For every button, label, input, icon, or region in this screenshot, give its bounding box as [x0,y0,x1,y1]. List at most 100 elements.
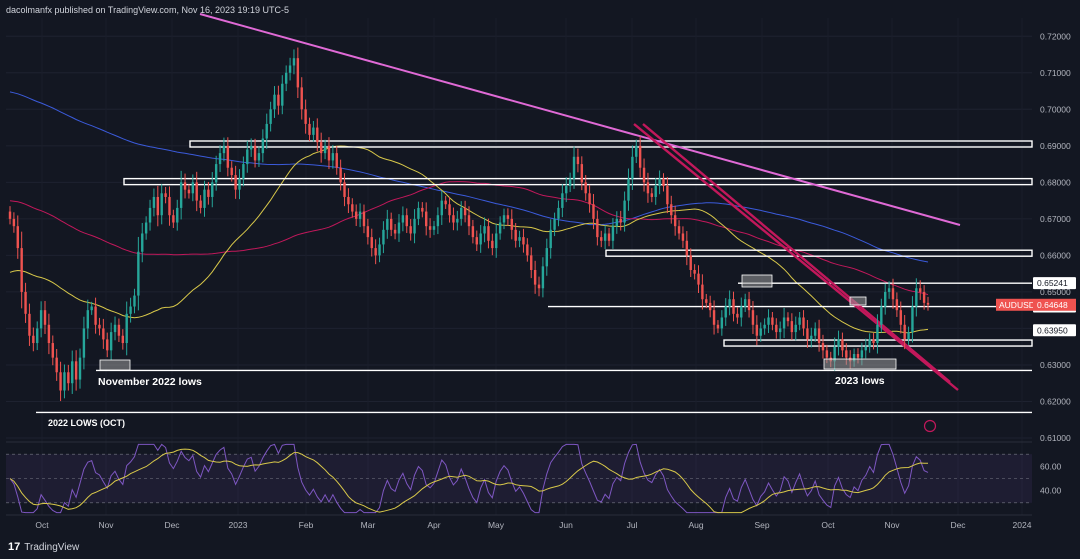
candle-body [821,343,825,351]
candle-body [526,244,529,256]
x-tick-label: Nov [98,520,114,530]
candle-body [160,193,163,216]
candle-body [537,284,541,289]
candle-body [284,72,288,84]
candle-body [129,306,132,314]
candle-body [347,196,350,205]
candle-body [533,270,537,285]
candle-body [740,306,743,318]
candle-body [312,127,315,135]
candle-body [222,145,226,154]
candle-body [82,328,86,358]
annotations: November 2022 lows 2022 LOWS (OCT) 2023 lo… [48,375,937,433]
candle-body [627,178,630,201]
candle-body [199,200,202,208]
candle-body [557,207,560,219]
candle-body [86,310,90,329]
candle-body [596,218,599,238]
candle-body [343,182,346,197]
candle-body [635,145,638,157]
candle-body [211,182,214,197]
candle-body [164,193,167,197]
candle-body [887,288,891,292]
rsi-tick-label: 60.00 [1040,461,1062,471]
candle-body [109,332,113,351]
level-zone [605,249,1033,257]
candle-body [782,317,786,329]
candle-body [778,328,782,333]
candle-body [561,193,564,208]
y-tick-label: 0.72000 [1040,31,1071,41]
candle-body [249,145,253,150]
candle-body [767,317,770,325]
candle-body [705,299,708,303]
candle-body [467,215,471,227]
candle-body [654,186,657,197]
candle-body [530,255,533,270]
price-axis: 0.72000 0.71000 0.70000 0.69000 0.68000 0.670… [1040,31,1071,443]
candle-body [436,215,440,227]
current-price-box [1033,298,1076,311]
candle-body [619,218,622,223]
candle-body [230,167,233,176]
candle-body [673,215,677,227]
candle-body [607,233,611,241]
candle-body [296,58,300,88]
x-tick-label: 2024 [1013,520,1032,530]
candle-body [611,226,615,241]
candle-body [677,226,681,234]
candle-body [856,354,860,358]
candle-body [207,189,210,197]
rsi-panel: 60.00 40.00 [6,441,1062,516]
candle-body [67,372,70,384]
candle-body [71,361,74,384]
candle-body [736,313,739,318]
candle-body [382,229,385,245]
candle-body [646,182,650,194]
annotation-label: 2023 lows [835,375,885,387]
y-tick-label: 0.70000 [1040,104,1071,114]
candle-body [51,343,54,358]
candle-body [172,215,175,223]
candle-body [732,299,735,314]
candle-body [432,226,436,230]
candle-body [884,291,887,307]
candle-body [327,145,331,161]
price-tag-label: 0.63950 [1037,325,1068,335]
candle-body [389,218,393,230]
candle-body [864,346,867,351]
highlight-box [823,358,897,370]
candle-body [316,127,319,143]
candle-body [141,233,144,252]
candle-body [409,226,412,234]
candle-body [845,350,848,358]
x-tick-label: 2023 [229,520,248,530]
candle-body [642,167,646,183]
candle-body [771,317,774,325]
y-tick-label: 0.65000 [1040,287,1071,297]
candle-body [600,237,603,241]
candle-body [802,317,805,329]
candle-body [650,193,654,197]
candle-body [94,306,97,325]
candle-body [833,346,836,362]
candle-body [907,332,910,340]
candle-body [39,310,43,329]
candle-body [20,248,23,292]
candle-body [708,302,712,311]
candle-body [720,317,724,329]
candle-body [638,145,642,168]
y-tick-label: 0.67000 [1040,214,1071,224]
horizontal-levels [36,140,1033,414]
candle-body [218,153,222,165]
candle-body [242,164,245,179]
candle-body [658,178,661,186]
sma-200-line [9,91,929,263]
candle-body [697,273,700,285]
candle-body [187,189,191,194]
candle-body [393,229,397,234]
candle-body [253,145,257,161]
candle-body [798,317,801,325]
candle-body [852,354,856,362]
